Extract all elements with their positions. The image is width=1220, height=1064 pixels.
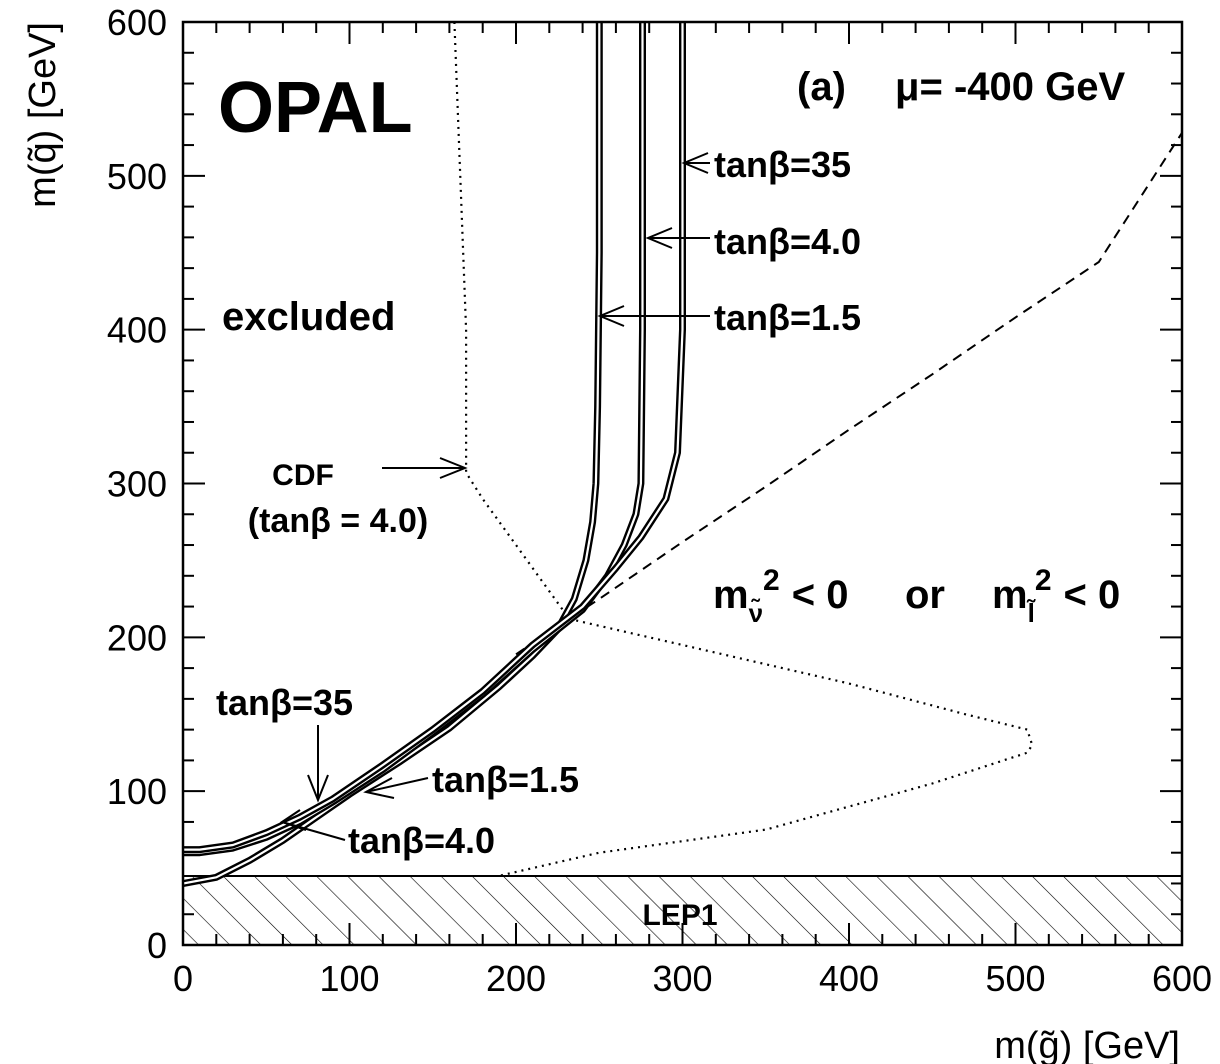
annotation-lower-tanbeta-4: tanβ=4.0: [348, 820, 495, 861]
annotation-lower-tanbeta-1-5: tanβ=1.5: [432, 759, 579, 800]
x-tick-label: 100: [319, 958, 379, 999]
annotation-lower-tanbeta-35: tanβ=35: [216, 682, 353, 723]
x-tick-label: 300: [652, 958, 712, 999]
exclusion-curves: [183, 22, 686, 887]
x-tick-label: 500: [985, 958, 1045, 999]
svg-text:ml̃2< 0: ml̃2 < 0: [992, 564, 1120, 628]
exclusion-curve-tan-1-5-outline: [183, 22, 603, 887]
excluded-label: excluded: [222, 295, 395, 339]
x-tick-label: 600: [1152, 958, 1212, 999]
exclusion-curve-tan-35: [183, 22, 684, 851]
forbidden-label-sup2: 2: [1035, 564, 1052, 597]
mu-parameter-label: μ= -400 GeV: [895, 65, 1125, 109]
lep1-label: LEP1: [642, 899, 717, 932]
annotation-upper-tanbeta-35: tanβ=35: [714, 144, 851, 185]
y-tick-label: 500: [107, 156, 167, 197]
y-tick-label: 400: [107, 310, 167, 351]
upper-annotation-arrows: [597, 152, 710, 327]
cdf-tanbeta-label: (tanβ = 4.0): [248, 502, 428, 540]
forbidden-label-lt1: < 0: [792, 573, 849, 617]
experiment-label: OPAL: [218, 68, 413, 148]
forbidden-label-or: or: [905, 573, 945, 617]
forbidden-label-m2: m: [992, 573, 1028, 617]
x-tick-label: 0: [173, 958, 193, 999]
x-tick-label: 400: [819, 958, 879, 999]
svg-text:mν̃2< 0: mν̃2 < 0: [713, 564, 848, 628]
forbidden-label-lt2: < 0: [1064, 573, 1121, 617]
y-tick-label: 100: [107, 771, 167, 812]
y-tick-label: 300: [107, 464, 167, 505]
y-tick-label: 0: [147, 925, 167, 966]
cdf-label: CDF: [272, 459, 334, 492]
y-tick-label: 600: [107, 2, 167, 43]
y-tick-label: 200: [107, 617, 167, 658]
lower-annotation-arrows: [279, 725, 429, 841]
x-axis-title: m(g̃) [GeV]: [994, 1025, 1180, 1064]
forbidden-label-sub1: ν̃: [749, 598, 763, 628]
y-axis-title: m(q̃) [GeV]: [22, 22, 64, 208]
plot-frame: [181, 20, 1184, 947]
exclusion-curve-tan-1-5: [183, 22, 601, 885]
forbidden-label-sup1: 2: [763, 564, 780, 597]
forbidden-label-m1: m: [713, 573, 749, 617]
panel-label: (a): [797, 65, 846, 109]
annotation-upper-tanbeta-1-5: tanβ=1.5: [714, 297, 861, 338]
cdf-arrow: [382, 457, 468, 479]
forbidden-region-label: mν̃2 < 0 or ml̃2 < 0: [713, 564, 1120, 628]
unphysical-region-boundary: [515, 132, 1182, 656]
axis-tick-labels: 0 100 200 300 400 500 600 0 100 200 300 400 500 600: [107, 2, 1212, 999]
x-tick-label: 200: [486, 958, 546, 999]
forbidden-label-sub2: l̃: [1026, 598, 1036, 628]
annotation-upper-tanbeta-4: tanβ=4.0: [714, 221, 861, 262]
